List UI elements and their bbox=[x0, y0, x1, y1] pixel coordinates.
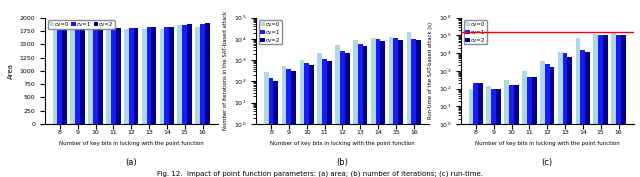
Bar bbox=[532, 77, 536, 177]
Bar bbox=[124, 29, 129, 124]
Bar bbox=[305, 64, 309, 177]
Bar bbox=[545, 64, 550, 177]
Bar bbox=[200, 24, 205, 124]
Bar bbox=[134, 28, 138, 124]
Bar bbox=[416, 40, 421, 177]
Bar bbox=[164, 27, 169, 124]
Bar bbox=[527, 77, 532, 177]
Y-axis label: Run-time of the SAT-based attack (s): Run-time of the SAT-based attack (s) bbox=[428, 22, 433, 119]
Bar bbox=[580, 50, 585, 177]
Bar bbox=[309, 65, 314, 177]
Bar bbox=[169, 27, 174, 124]
Bar bbox=[129, 28, 134, 124]
Bar bbox=[598, 35, 603, 177]
Bar bbox=[52, 30, 58, 124]
Bar bbox=[70, 30, 76, 124]
Bar bbox=[111, 28, 116, 124]
Bar bbox=[558, 52, 563, 177]
Y-axis label: Number of iterations in the SAT-based attack: Number of iterations in the SAT-based at… bbox=[223, 11, 228, 130]
Text: Fig. 12.  Impact of point function parameters: (a) area; (b) number of iteration: Fig. 12. Impact of point function parame… bbox=[157, 170, 483, 177]
Bar bbox=[353, 40, 358, 177]
Text: (b): (b) bbox=[337, 158, 348, 167]
Bar bbox=[58, 30, 62, 124]
Bar bbox=[300, 60, 305, 177]
Bar bbox=[152, 27, 156, 124]
Bar bbox=[287, 69, 291, 177]
Bar bbox=[62, 30, 67, 124]
Legend: cv=0, cv=1, cv=2: cv=0, cv=1, cv=2 bbox=[259, 21, 282, 44]
Bar bbox=[116, 28, 120, 124]
Bar bbox=[182, 25, 187, 124]
Bar bbox=[327, 61, 332, 177]
Y-axis label: Area: Area bbox=[8, 63, 14, 79]
X-axis label: Number of key bits in locking with the point function: Number of key bits in locking with the p… bbox=[270, 141, 415, 146]
Bar bbox=[376, 39, 380, 177]
Bar bbox=[322, 59, 327, 177]
Bar bbox=[563, 53, 568, 177]
Bar bbox=[273, 81, 278, 177]
Bar bbox=[616, 35, 621, 177]
Bar bbox=[335, 45, 340, 177]
Bar bbox=[269, 78, 273, 177]
Bar bbox=[291, 71, 296, 177]
Bar bbox=[603, 35, 608, 177]
Bar bbox=[540, 61, 545, 177]
X-axis label: Number of key bits in locking with the point function: Number of key bits in locking with the p… bbox=[59, 141, 204, 146]
Bar bbox=[468, 88, 474, 177]
Bar bbox=[195, 27, 200, 124]
Legend: cv=0, cv=1, cv=2: cv=0, cv=1, cv=2 bbox=[47, 21, 115, 29]
Bar bbox=[474, 83, 478, 177]
Bar bbox=[522, 71, 527, 177]
Text: (a): (a) bbox=[125, 158, 137, 167]
Bar bbox=[568, 57, 572, 177]
Bar bbox=[98, 29, 103, 124]
Bar bbox=[205, 23, 210, 124]
Bar bbox=[478, 83, 483, 177]
Text: (c): (c) bbox=[541, 158, 553, 167]
Bar bbox=[264, 72, 269, 177]
Bar bbox=[514, 85, 519, 177]
Bar bbox=[177, 25, 182, 124]
Bar bbox=[509, 85, 514, 177]
Bar bbox=[345, 53, 349, 177]
Bar bbox=[621, 35, 626, 177]
Bar bbox=[147, 27, 152, 124]
Bar bbox=[282, 66, 287, 177]
Bar bbox=[380, 41, 385, 177]
Bar bbox=[142, 29, 147, 124]
Bar bbox=[187, 24, 192, 124]
Bar bbox=[80, 29, 85, 124]
Bar bbox=[575, 38, 580, 177]
Bar bbox=[504, 80, 509, 177]
Bar bbox=[593, 34, 598, 177]
Bar bbox=[159, 29, 164, 124]
Bar bbox=[486, 87, 492, 177]
Bar bbox=[398, 40, 403, 177]
Bar bbox=[550, 67, 554, 177]
Bar bbox=[76, 29, 80, 124]
Bar bbox=[412, 39, 416, 177]
Bar bbox=[371, 38, 376, 177]
Bar bbox=[88, 30, 93, 124]
Bar bbox=[317, 53, 322, 177]
Bar bbox=[93, 29, 98, 124]
Bar bbox=[496, 88, 501, 177]
Bar bbox=[406, 32, 412, 177]
Legend: cv=0, cv=1, cv=2: cv=0, cv=1, cv=2 bbox=[463, 21, 487, 44]
Bar bbox=[363, 46, 367, 177]
Bar bbox=[492, 89, 496, 177]
Bar bbox=[106, 29, 111, 124]
Bar bbox=[611, 33, 616, 177]
Bar bbox=[585, 52, 590, 177]
X-axis label: Number of key bits in locking with the point function: Number of key bits in locking with the p… bbox=[475, 141, 620, 146]
Bar bbox=[358, 44, 363, 177]
Bar bbox=[340, 51, 345, 177]
Bar bbox=[388, 36, 394, 177]
Bar bbox=[394, 38, 398, 177]
